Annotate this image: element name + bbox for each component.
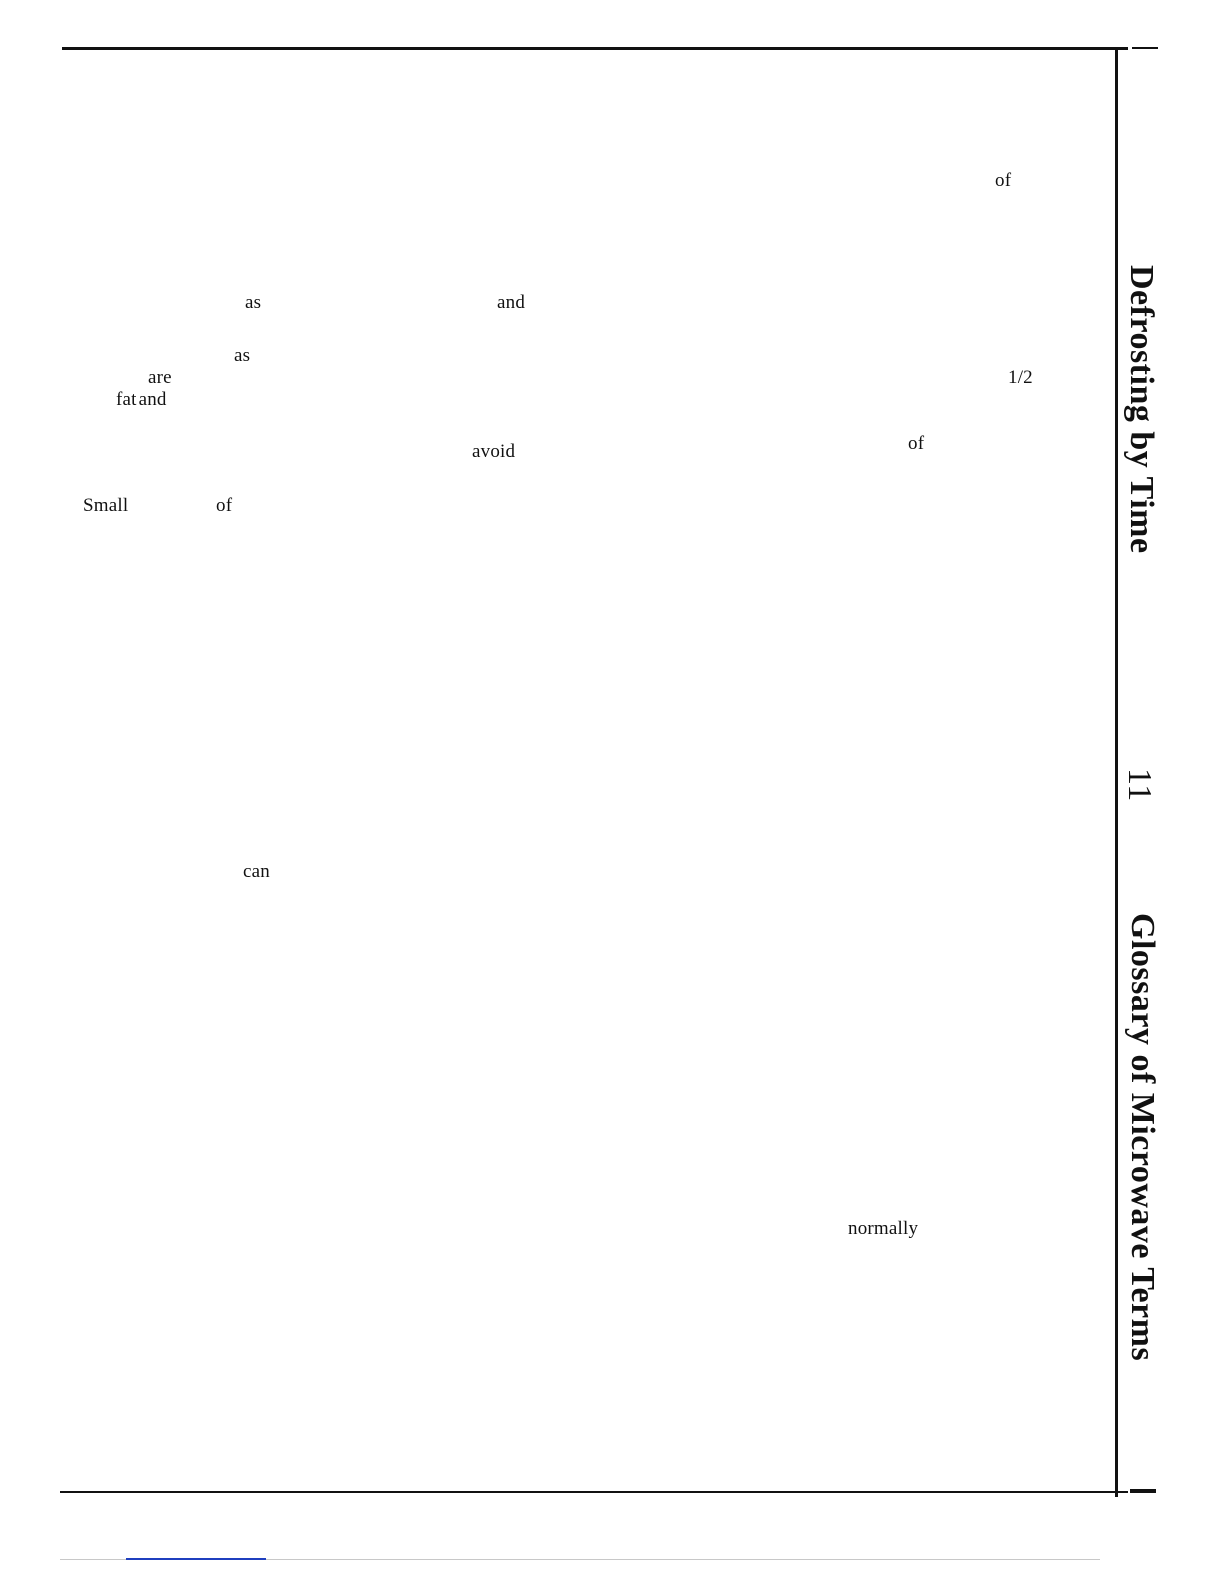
text-fragment: as — [234, 345, 251, 366]
text-fragment: are — [148, 367, 172, 388]
top-rule-right-tick — [1132, 47, 1158, 49]
text-fragment: can — [243, 861, 270, 882]
text-fragment: Small — [83, 495, 129, 516]
side-heading-defrosting: Defrosting by Time — [1123, 265, 1160, 554]
side-heading-glossary: Glossary of Microwave Terms — [1124, 913, 1161, 1362]
text-fragment: of — [908, 433, 925, 454]
page-number: 11 — [1121, 768, 1158, 802]
text-fragment: of — [216, 495, 233, 516]
top-rule — [62, 47, 1128, 50]
page-footer-rule — [60, 1559, 1100, 1560]
side-vertical-rule — [1115, 47, 1118, 1497]
text-fragment: as — [245, 292, 262, 313]
text-fragment: avoid — [472, 441, 516, 462]
text-fragment: and — [497, 292, 526, 313]
bottom-rule-right-mark — [1130, 1489, 1156, 1493]
text-fragment: 1/2 — [1008, 367, 1033, 388]
text-fragment: normally — [848, 1218, 919, 1239]
footer-link-underline — [126, 1558, 266, 1560]
text-fragment: of — [995, 170, 1012, 191]
bottom-rule — [60, 1491, 1128, 1493]
text-fragment: fat and — [116, 389, 167, 410]
